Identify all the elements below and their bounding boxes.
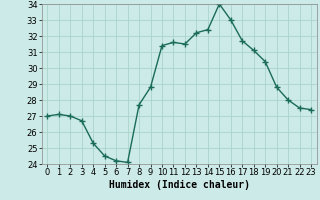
- X-axis label: Humidex (Indice chaleur): Humidex (Indice chaleur): [109, 180, 250, 190]
